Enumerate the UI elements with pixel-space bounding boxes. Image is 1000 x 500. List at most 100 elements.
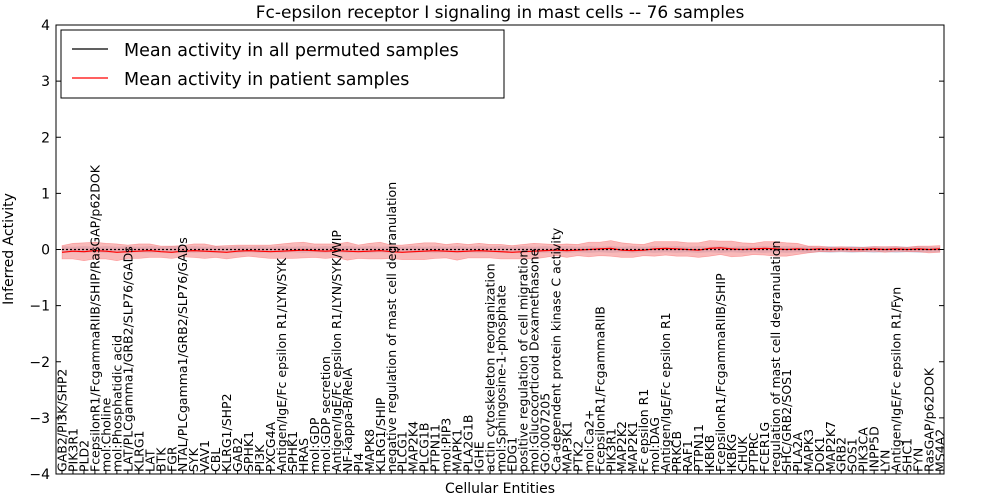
x-tick-layer (61, 470, 941, 474)
line-layer (61, 247, 941, 253)
x-tick-label: IKBKG (724, 434, 739, 472)
y-tick-label: −1 (29, 299, 50, 315)
x-axis-label: Cellular Entities (445, 481, 555, 497)
x-tick-label: MAP3K1 (559, 421, 574, 472)
x-tick-label: PI4 (351, 453, 366, 472)
y-tick-label: 3 (41, 74, 50, 90)
y-tick-label: 1 (41, 186, 50, 202)
x-tick-label: LAT/PLCgamma1/GRB2/SLP76/GADs (120, 246, 135, 472)
x-tick-label: IGHE (472, 441, 487, 472)
x-tick-label: FCER1G (757, 422, 772, 472)
chart-title: Fc-epsilon receptor I signaling in mast … (256, 3, 745, 23)
x-tick-label: MAP2K1 (625, 421, 640, 472)
legend-label-patient: Mean activity in patient samples (124, 70, 409, 90)
legend-box (60, 29, 505, 99)
x-tick-label: actin cytoskeleton reorganization (483, 263, 498, 472)
y-tick-label: 2 (41, 130, 50, 146)
x-tick-label: mol:GDP secretion (318, 356, 333, 472)
x-tick-label: PXCG4A (263, 421, 278, 472)
x-tick-label: INPP5D (867, 426, 882, 472)
x-tick-label: FcepsilonR1/FcgammaRIIB (592, 306, 607, 472)
x-tick-label: PIK3R1 (603, 428, 618, 472)
x-tick-label: PI3K (252, 444, 267, 472)
x-tick-label: SPHK1 (285, 431, 300, 472)
x-tick-label: Antigen/IgE/Fc epsilon R1 (658, 312, 673, 472)
x-tick-label: PTK2 (570, 441, 585, 472)
x-tick-label: SHC/GRB2/SOS1 (779, 369, 794, 472)
x-tick-label: mol:Phosphatidic acid (109, 335, 124, 472)
x-tick-label: FcepsilonR1/FcgammaRIIB/SHIP (713, 273, 728, 472)
x-tick-label: GAB2/PI3K/SHP2 (55, 369, 70, 472)
x-tick-label: GRB2 (834, 437, 849, 472)
x-tick-label: mol:DAG (647, 417, 662, 472)
x-tick-label: MAP2K7 (823, 421, 838, 472)
x-tick-label: RasGAP/p62DOK (922, 367, 937, 472)
x-tick-label: PIK3R1 (66, 428, 81, 472)
x-tick-label: HRAS (296, 438, 311, 472)
legend-label-permuted: Mean activity in all permuted samples (124, 41, 459, 61)
x-tick-label: KLRG1 (131, 431, 146, 473)
x-tick-label: mol:PIP3 (439, 418, 454, 472)
x-tick-label: Fc epsilon R1 (636, 389, 651, 472)
x-tick-label: MAP2K2 (614, 421, 629, 472)
x-tick-label: BTK (153, 447, 168, 472)
x-tick-label: SPHK1 (241, 431, 256, 472)
x-tick-label: LYN (878, 450, 893, 472)
x-tick-label: Ca-dependent protein kinase C activity (548, 227, 563, 472)
x-tick-label: FcepsilonR1/FcgammaRIIB/SHIP/RasGAP/p62D… (87, 164, 102, 472)
x-tick-label: NF-kappa-B/RelA (340, 368, 355, 472)
x-tick-label: SOS1 (845, 438, 860, 472)
x-tick-label: negative regulation of mast cell degranu… (384, 182, 399, 472)
x-tick-label: MS4A2 (933, 429, 948, 472)
y-tick-label: 0 (41, 243, 50, 259)
patient-spread-band (61, 240, 941, 262)
x-tick-label: MAPK1 (450, 429, 465, 472)
x-tick-label: mol:Sphingosine-1-phosphate (494, 285, 509, 472)
x-tick-label: DOK1 (812, 436, 827, 472)
x-tick-label: regulation of mast cell degranulation (768, 241, 783, 472)
x-tick-label: PLCG1 (395, 431, 410, 472)
x-tick-label: SYK (186, 447, 201, 472)
x-tick-label: MAPK8 (362, 429, 377, 472)
x-tick-label: MAP2K4 (406, 421, 421, 472)
x-tick-label: GAB2 (230, 437, 245, 472)
x-tick-label: mol:Glucocorticoid Dexamethasone (526, 248, 541, 472)
x-tick-label: PTPN11 (428, 424, 443, 472)
x-tick-label: mol:Choline (98, 397, 113, 472)
x-tick-label: PLA2G1B (461, 414, 476, 472)
y-axis-label: Inferred Activity (1, 193, 17, 305)
y-tick-layer: −4 −3 −2 −1 0 1 2 3 4 (29, 18, 944, 483)
y-tick-label: 4 (41, 18, 50, 34)
x-tick-label: mol:GDP (307, 417, 322, 472)
x-tick-label: PLCG1B (417, 423, 432, 472)
x-tick-label: CBL (208, 448, 223, 472)
x-tick-label: CHUK (735, 436, 750, 472)
patient-mean-line (61, 247, 941, 253)
x-tick-label: KLRG1/SHP2 (219, 393, 234, 472)
x-tick-label: SHC1 (900, 438, 915, 472)
x-tick-label: PTPRC (746, 432, 761, 472)
x-tick-label: Antigen/IgE/Fc epsilon R1/Fyn (889, 287, 904, 472)
x-tick-label: PIK3CA (856, 427, 871, 472)
x-tick-label-layer: GAB2/PI3K/SHP2PIK3R1PLD2FcepsilonR1/Fcga… (55, 164, 948, 472)
y-tick-label: −2 (29, 355, 50, 371)
x-tick-label: LAT (142, 449, 157, 472)
y-tick-label: −4 (29, 467, 50, 483)
x-tick-label: VAV1 (197, 440, 212, 472)
x-tick-label: PLD2 (77, 440, 92, 472)
x-tick-label: NTAL/PLCgamma1/GRB2/SLP76/GADs (175, 237, 190, 472)
x-tick-label: IKBKB (702, 435, 717, 472)
x-tick-label: PTPN11 (691, 424, 706, 472)
x-tick-label: RAF1 (680, 440, 695, 472)
x-tick-label: GO:0007205 (537, 393, 552, 472)
x-tick-label: MAPK3 (801, 429, 816, 472)
x-tick-label: mol:Ca2+ (581, 410, 596, 472)
x-tick-label: positive regulation of cell migration (516, 250, 531, 472)
x-tick-label: FGR (164, 446, 179, 472)
y-tick-label: −3 (29, 411, 50, 427)
x-tick-label: PRKCB (669, 431, 684, 472)
x-tick-label: FYN (911, 448, 926, 472)
x-tick-label: EDG1 (505, 437, 520, 472)
x-tick-label: Antigen/IgE/Fc epsilon R1/LYN/SYK (274, 257, 289, 472)
x-tick-label: KLRG1/SHIP (373, 397, 388, 472)
